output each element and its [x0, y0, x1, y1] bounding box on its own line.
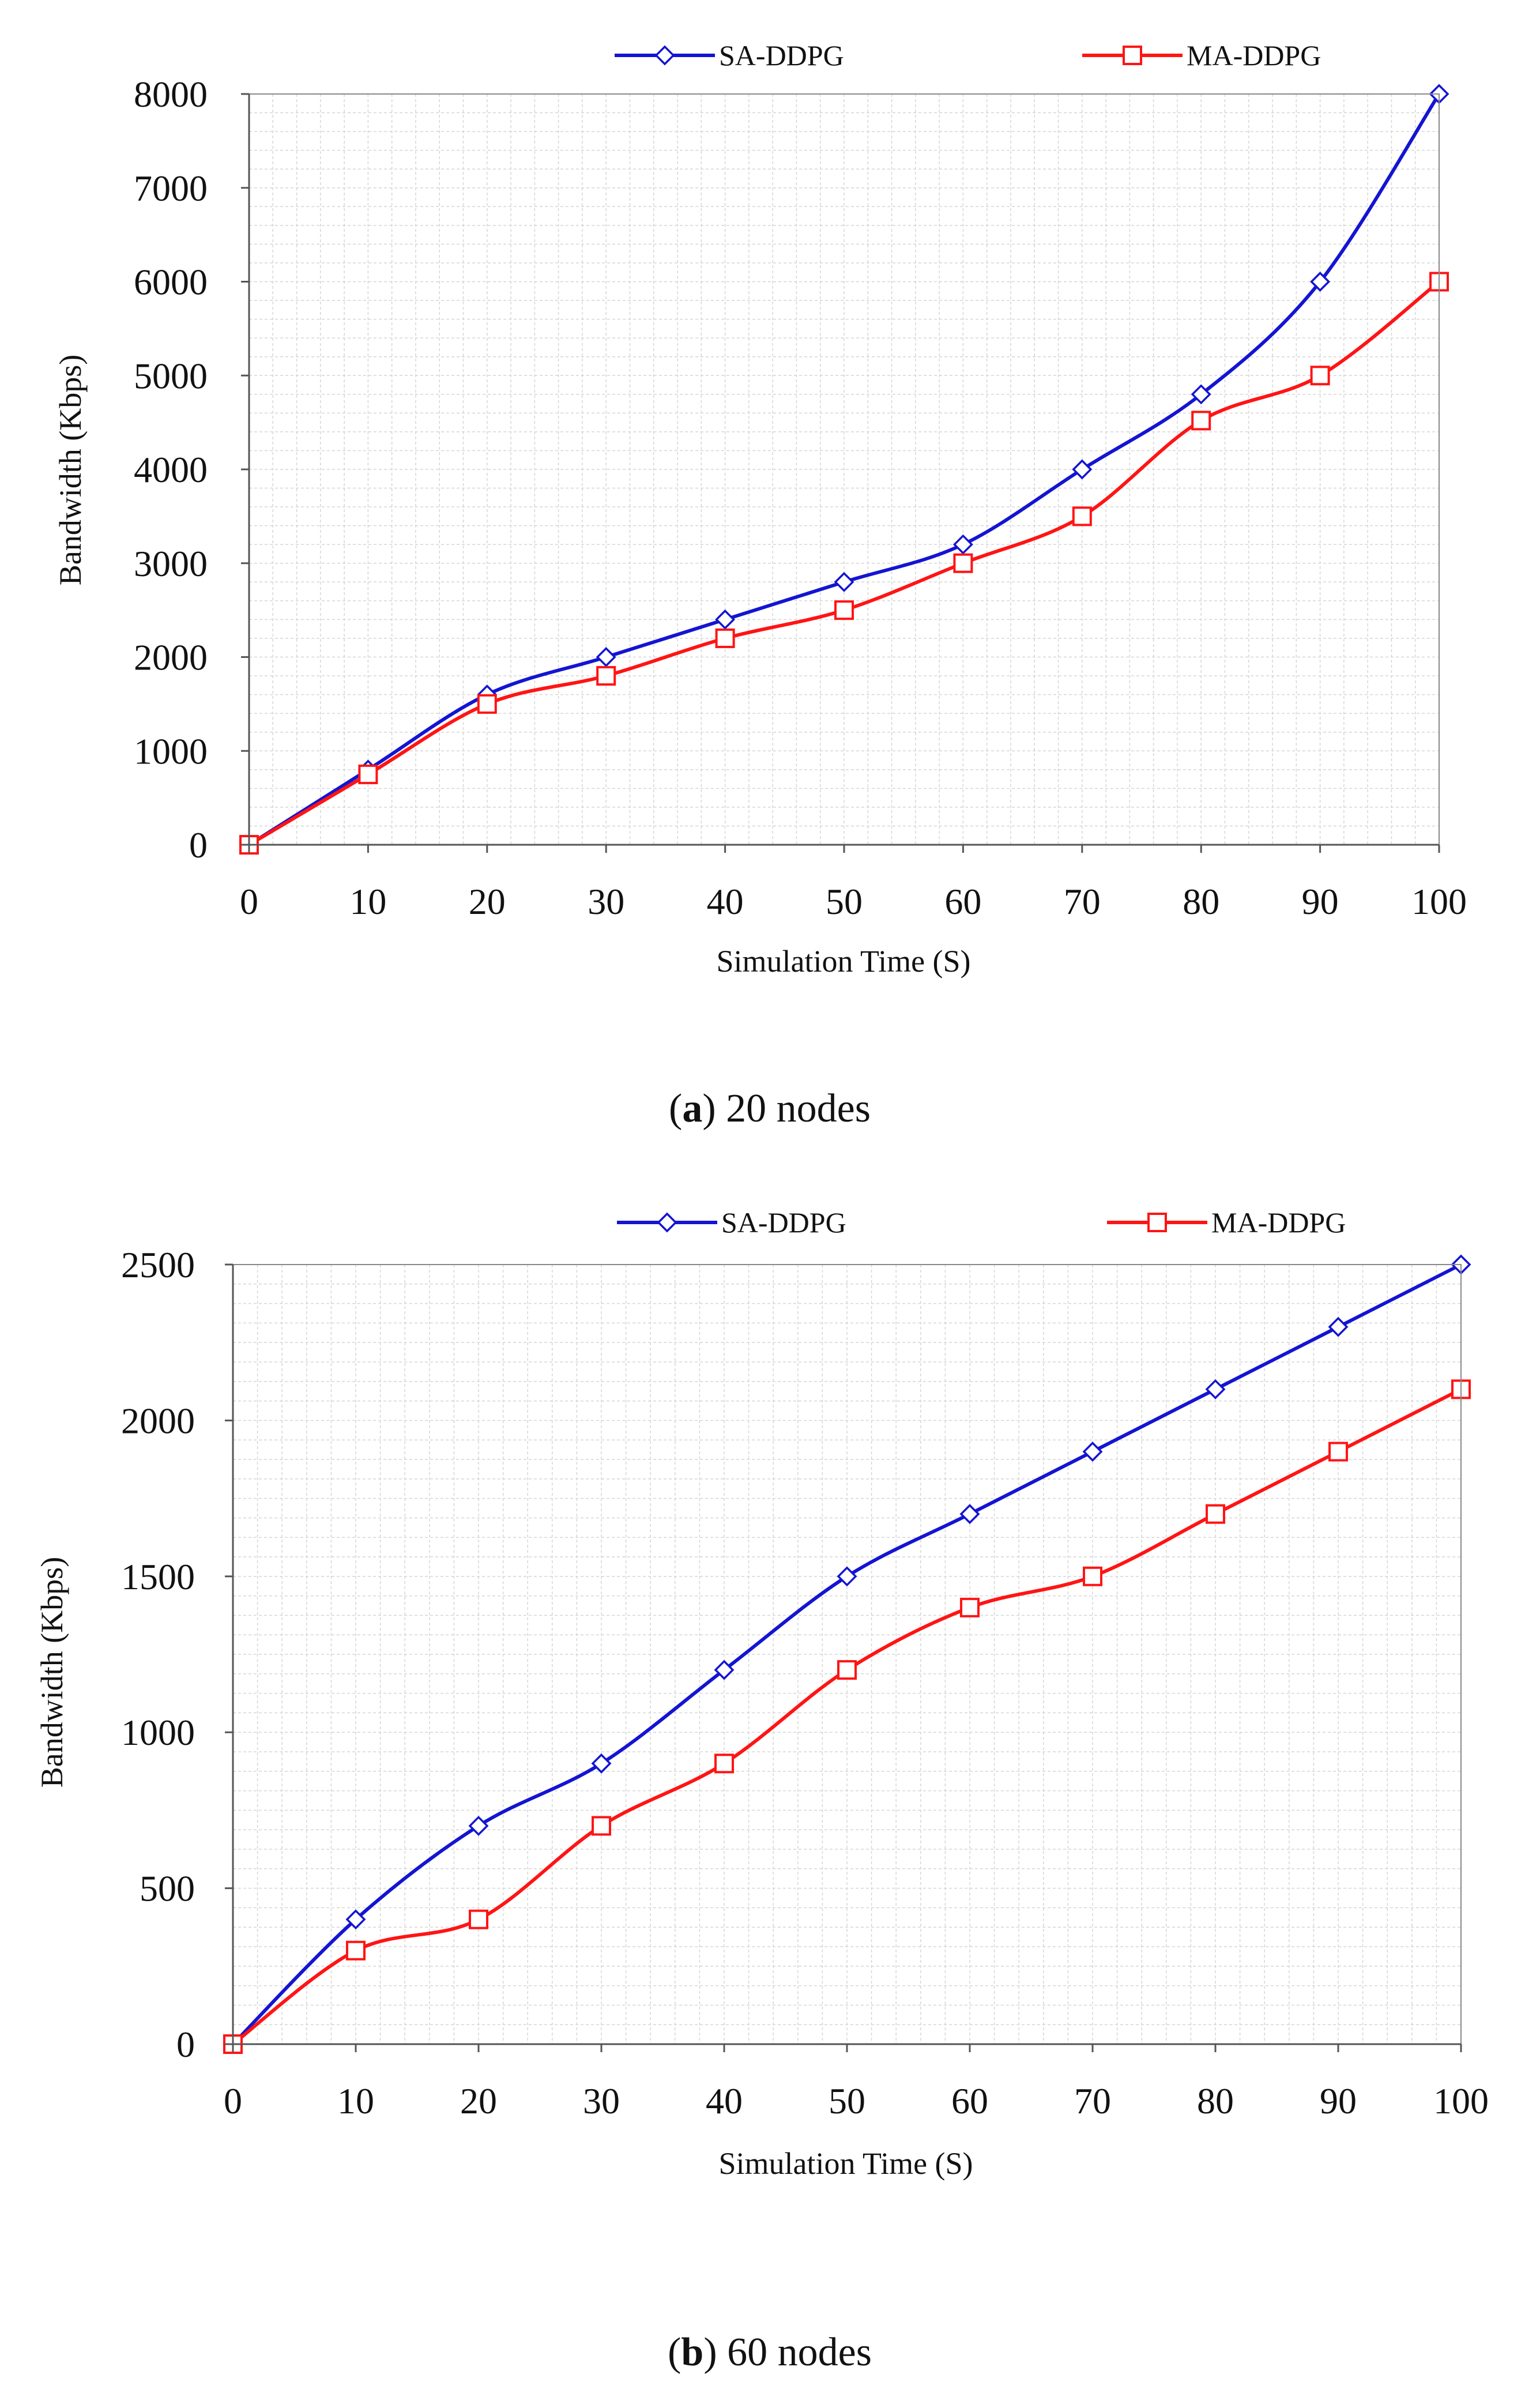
x-tick-label: 10	[349, 881, 386, 922]
data-point-ma-ddpg	[1191, 411, 1211, 431]
x-tick-label: 20	[460, 2080, 497, 2121]
data-point-ma-ddpg	[714, 1754, 734, 1774]
data-point-sa-ddpg	[1072, 459, 1093, 480]
legend-marker-sa-ddpg	[654, 45, 675, 66]
caption-b-open: (	[668, 2330, 681, 2375]
y-tick-label: 7000	[134, 168, 208, 209]
data-point-sa-ddpg	[591, 1753, 612, 1774]
data-point-sa-ddpg	[715, 609, 736, 630]
x-tick-label: 20	[469, 881, 506, 922]
x-tick-label: 80	[1183, 881, 1219, 922]
x-tick-label: 100	[1433, 2080, 1489, 2121]
data-point-ma-ddpg	[1206, 1504, 1225, 1524]
y-tick-label: 5000	[134, 355, 208, 396]
x-tick-label: 50	[826, 881, 863, 922]
series-line-sa-ddpg	[247, 92, 1441, 846]
data-point-ma-ddpg	[1328, 1442, 1348, 1462]
data-point-ma-ddpg	[1310, 366, 1330, 386]
legend-marker-ma-ddpg	[1147, 1213, 1167, 1232]
data-point-ma-ddpg	[1072, 506, 1092, 526]
caption-a: (a) 20 nodes	[669, 1086, 871, 1131]
data-point-sa-ddpg	[1191, 384, 1211, 405]
data-point-ma-ddpg	[596, 666, 616, 686]
y-tick-label: 6000	[134, 262, 208, 303]
chart-60-nodes: SA-DDPG MA-DDPG 0 500 1000 1500 2000 2500 0 10 20…	[35, 1206, 1489, 2181]
data-point-sa-ddpg	[959, 1504, 980, 1525]
data-point-sa-ddpg	[1205, 1379, 1226, 1399]
legend-label-sa-ddpg: SA-DDPG	[721, 1206, 846, 1239]
caption-b-text: 60 nodes	[717, 2330, 872, 2375]
data-point-sa-ddpg	[1310, 272, 1331, 292]
y-tick-label: 2000	[134, 637, 208, 678]
x-tick-label: 60	[944, 881, 981, 922]
data-point-ma-ddpg	[837, 1660, 857, 1680]
data-point-ma-ddpg	[469, 1909, 488, 1929]
x-tick-label: 10	[337, 2080, 374, 2121]
data-point-ma-ddpg	[358, 764, 378, 784]
data-point-sa-ddpg	[834, 571, 854, 592]
data-point-ma-ddpg	[834, 600, 854, 620]
x-tick-label: 50	[829, 2080, 865, 2121]
x-tick-label: 70	[1064, 881, 1101, 922]
legend-label-ma-ddpg: MA-DDPG	[1187, 39, 1321, 72]
data-point-sa-ddpg	[468, 1815, 489, 1836]
legend-label-sa-ddpg: SA-DDPG	[719, 39, 844, 72]
caption-a-open: (	[669, 1086, 682, 1131]
caption-b-letter: b	[681, 2330, 703, 2375]
legend-marker-sa-ddpg	[657, 1212, 677, 1233]
y-tick-label: 2500	[121, 1244, 195, 1285]
x-tick-label: 0	[240, 881, 258, 922]
data-point-sa-ddpg	[952, 534, 973, 555]
chart-20-nodes: SA-DDPG MA-DDPG 0100020003000400050006000…	[53, 39, 1467, 979]
data-point-ma-ddpg	[477, 694, 497, 714]
x-tick-label: 90	[1320, 2080, 1357, 2121]
x-axis-title: Simulation Time (S)	[718, 2146, 973, 2181]
y-tick-label: 3000	[134, 543, 208, 584]
y-tick-label: 1000	[134, 731, 208, 772]
data-point-ma-ddpg	[1083, 1566, 1102, 1586]
caption-b: (b) 60 nodes	[668, 2330, 872, 2375]
y-tick-label: 1000	[121, 1712, 195, 1753]
data-point-sa-ddpg	[837, 1566, 857, 1587]
x-tick-label: 30	[588, 881, 624, 922]
caption-a-letter: a	[682, 1086, 702, 1131]
data-point-ma-ddpg	[960, 1597, 980, 1617]
x-tick-label: 60	[951, 2080, 988, 2121]
caption-a-text: 20 nodes	[716, 1086, 871, 1131]
x-axis-title: Simulation Time (S)	[716, 944, 970, 979]
y-axis-title: Bandwidth (Kbps)	[35, 1557, 69, 1788]
x-tick-label: 30	[583, 2080, 620, 2121]
y-tick-label: 8000	[134, 74, 208, 115]
y-tick-label: 4000	[134, 449, 208, 490]
legend-label-ma-ddpg: MA-DDPG	[1211, 1206, 1346, 1239]
data-point-sa-ddpg	[1328, 1316, 1349, 1337]
x-tick-label: 80	[1197, 2080, 1234, 2121]
data-point-ma-ddpg	[592, 1816, 611, 1836]
x-tick-label: 70	[1074, 2080, 1111, 2121]
x-tick-label: 90	[1302, 881, 1339, 922]
data-point-ma-ddpg	[346, 1940, 366, 1961]
legend-marker-ma-ddpg	[1123, 46, 1142, 65]
data-point-sa-ddpg	[1082, 1442, 1103, 1462]
x-tick-label: 40	[707, 881, 744, 922]
y-tick-label: 0	[189, 825, 208, 866]
data-point-ma-ddpg	[953, 553, 973, 573]
y-tick-label: 2000	[121, 1400, 195, 1441]
data-point-sa-ddpg	[345, 1909, 366, 1930]
x-tick-label: 40	[706, 2080, 743, 2121]
data-point-sa-ddpg	[596, 647, 616, 667]
caption-b-close: )	[703, 2330, 717, 2375]
y-axis-title: Bandwidth (Kbps)	[53, 355, 88, 585]
data-point-sa-ddpg	[714, 1660, 735, 1680]
x-tick-label: 100	[1411, 881, 1467, 922]
data-point-ma-ddpg	[715, 628, 735, 648]
x-tick-label: 0	[224, 2080, 242, 2121]
series-line-sa-ddpg	[231, 1263, 1463, 2046]
y-tick-label: 0	[176, 2024, 195, 2065]
y-tick-label: 500	[140, 1868, 195, 1909]
y-tick-label: 1500	[121, 1556, 195, 1597]
caption-a-close: )	[702, 1086, 716, 1131]
